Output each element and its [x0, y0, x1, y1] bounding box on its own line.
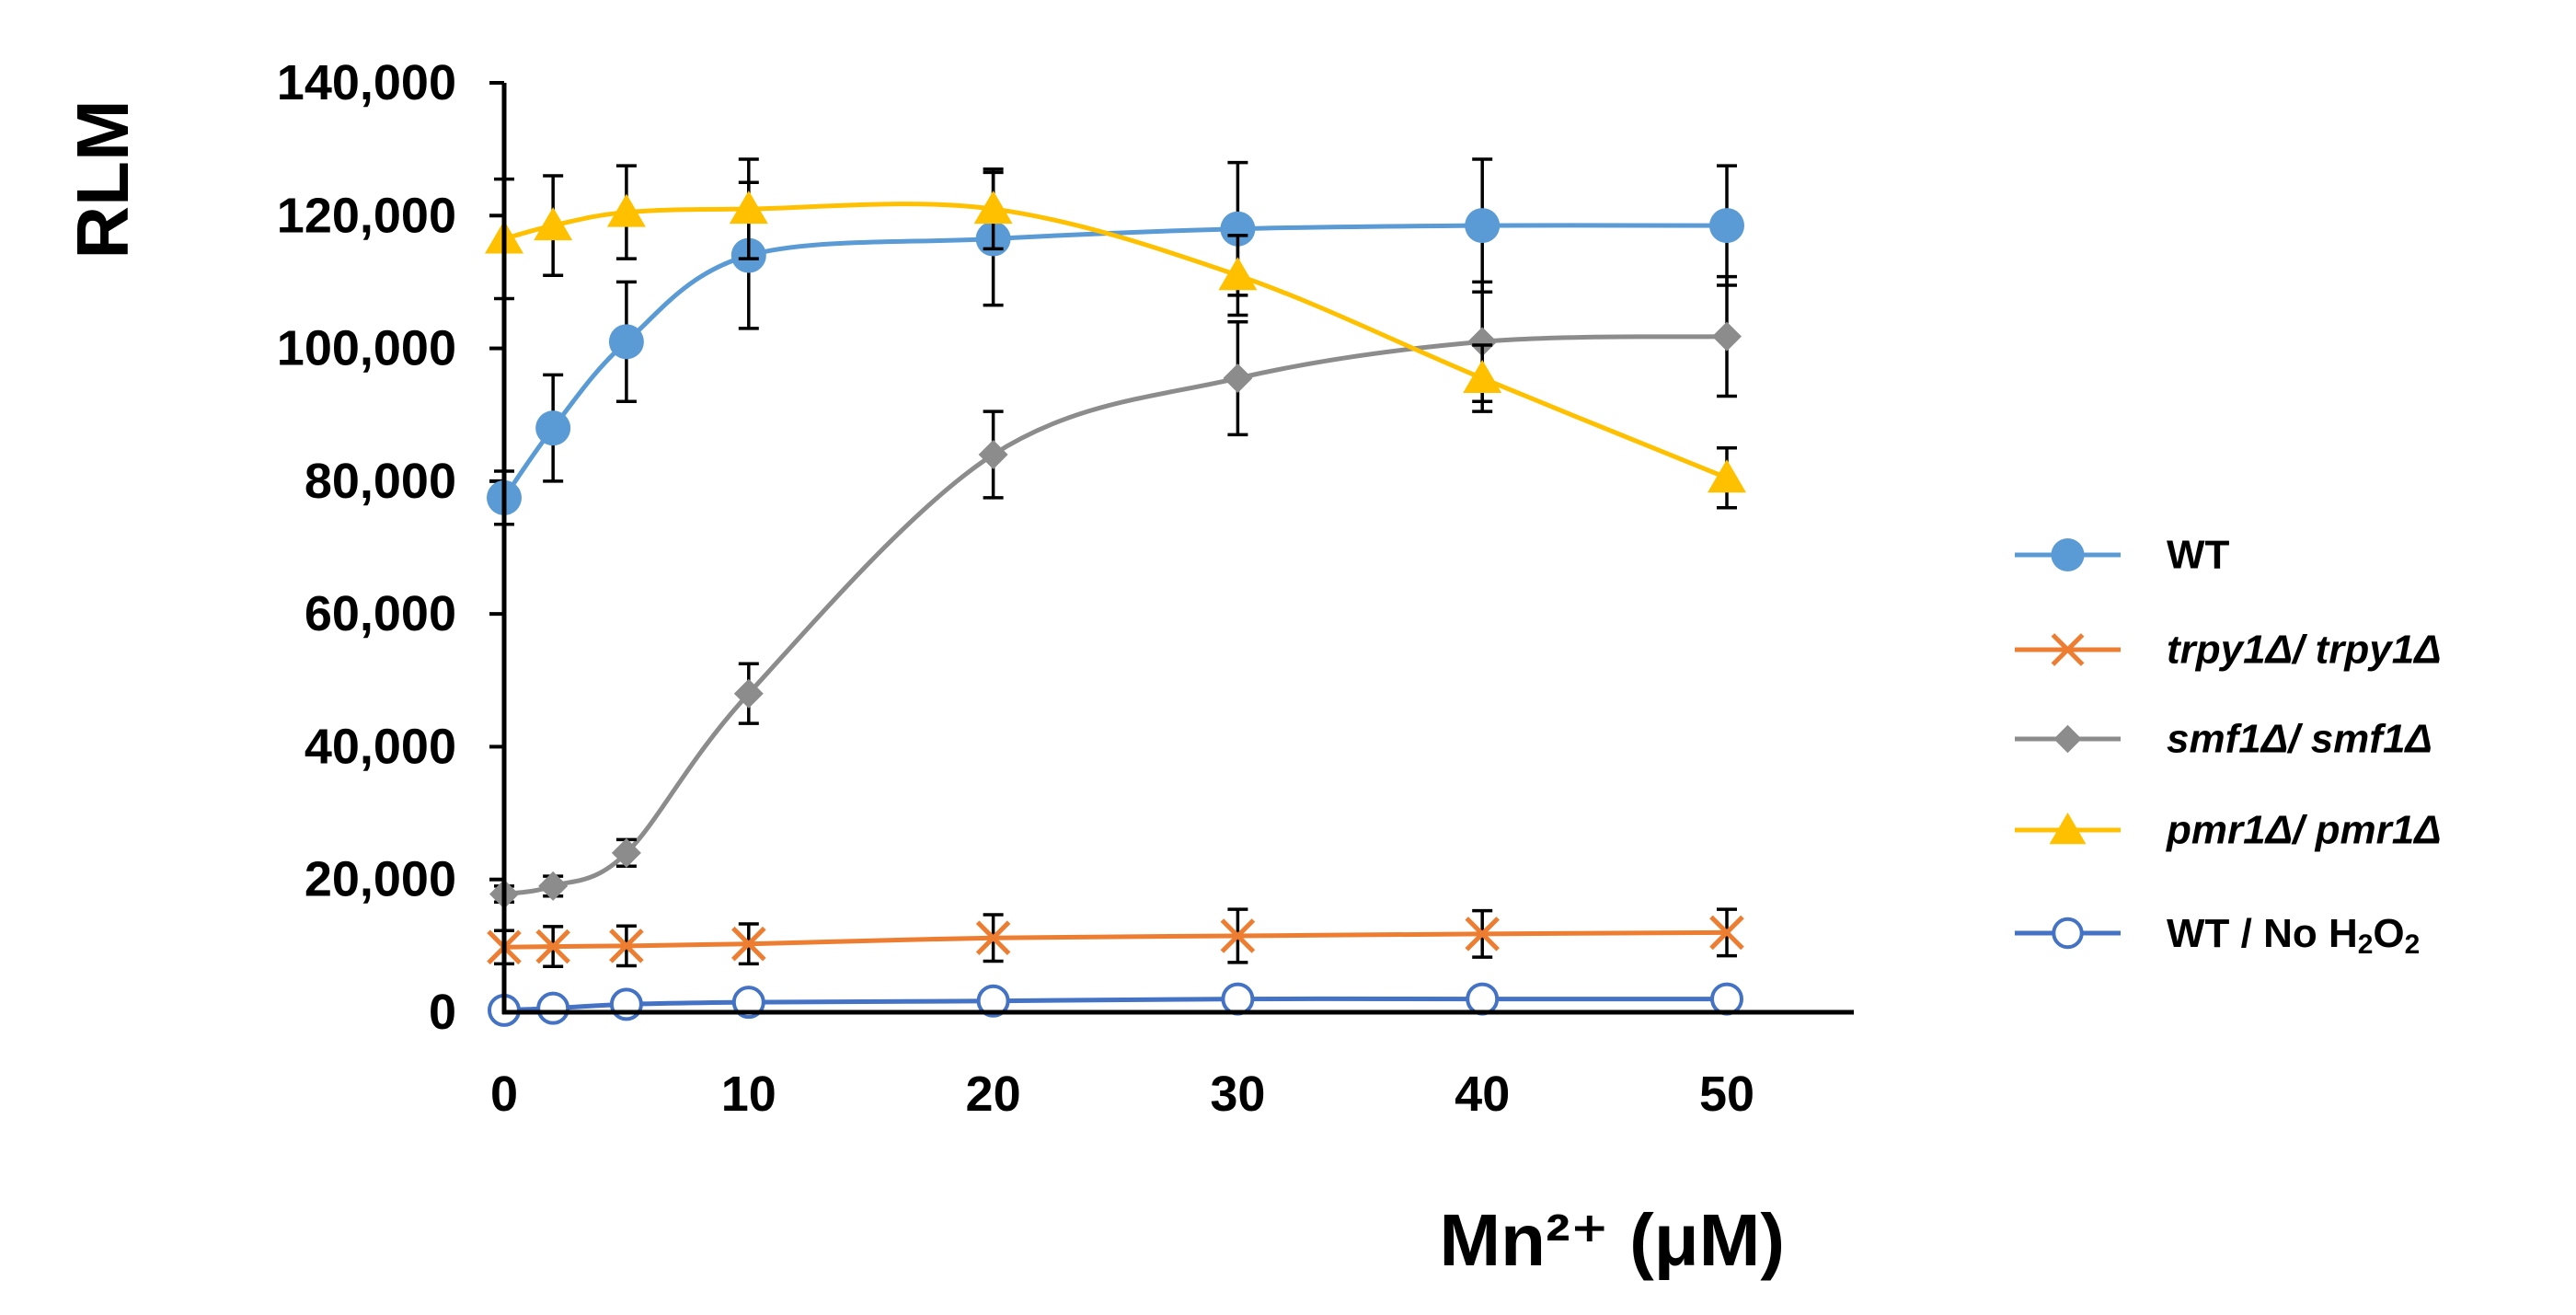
- data-point: [606, 193, 646, 227]
- data-point: [609, 929, 644, 963]
- series-2: [489, 274, 1742, 909]
- legend-entry: pmr1Δ/ pmr1Δ: [2015, 808, 2442, 853]
- series-line: [503, 334, 1728, 897]
- legend-label: trpy1Δ/ trpy1Δ: [2167, 628, 2442, 673]
- data-point: [538, 871, 569, 901]
- legend-label: WT: [2167, 533, 2230, 578]
- data-point: [1709, 208, 1744, 244]
- data-point: [1221, 982, 1255, 1016]
- legend-entry: WT: [2015, 533, 2230, 578]
- y-axis-title: RLM: [62, 99, 144, 259]
- data-point: [1712, 321, 1742, 352]
- series-1: [487, 907, 1744, 968]
- data-point: [729, 190, 768, 225]
- legend-label: pmr1Δ/ pmr1Δ: [2166, 808, 2442, 853]
- data-point: [975, 920, 1011, 955]
- x-tick-label: 50: [1699, 1067, 1754, 1122]
- axes: [501, 83, 1854, 1015]
- data-point: [1223, 363, 1253, 394]
- data-point: [976, 984, 1010, 1018]
- data-point: [536, 991, 570, 1025]
- x-tick-label: 0: [490, 1067, 518, 1122]
- x-axis-title: Mn²⁺ (μM): [1440, 1199, 1785, 1281]
- legend-marker: [2051, 537, 2085, 572]
- data-point: [1465, 917, 1500, 952]
- y-tick-label: 20,000: [305, 852, 456, 907]
- data-point: [731, 926, 766, 962]
- data-point: [1220, 918, 1256, 953]
- legend-label-subscript: 2: [2405, 929, 2421, 960]
- data-point: [731, 986, 765, 1020]
- series-line: [503, 929, 1728, 950]
- data-point: [535, 410, 571, 446]
- series-line: [503, 996, 1727, 1013]
- x-tick-label: 10: [721, 1067, 776, 1122]
- y-tick-label: 80,000: [305, 454, 456, 509]
- x-tick-label: 40: [1455, 1067, 1510, 1122]
- x-tick-label: 20: [966, 1067, 1021, 1122]
- legend-marker: [2051, 633, 2085, 666]
- y-tick-label: 140,000: [277, 55, 456, 110]
- data-point: [1467, 327, 1498, 357]
- data-point: [609, 987, 643, 1021]
- data-point: [1708, 459, 1746, 493]
- data-point: [1710, 982, 1743, 1016]
- data-point: [978, 440, 1008, 469]
- legend-entry: WT / No H2O2: [2015, 911, 2420, 960]
- y-tick-label: 120,000: [277, 188, 456, 243]
- y-tick-label: 60,000: [305, 586, 456, 641]
- legend-label-subscript: 2: [2358, 929, 2374, 960]
- y-tick-label: 40,000: [305, 719, 456, 774]
- y-tick-label: 100,000: [277, 321, 456, 376]
- y-tick-label: 0: [429, 985, 456, 1040]
- legend: WT trpy1Δ/ trpy1Δ smf1Δ/ smf1Δ pmr1Δ/ pmr1Δ…: [2015, 533, 2442, 960]
- series-3: [485, 157, 1746, 510]
- legend-entry: trpy1Δ/ trpy1Δ: [2015, 628, 2442, 673]
- data-point: [973, 190, 1013, 225]
- legend-marker: [2053, 724, 2082, 754]
- data-point: [608, 324, 644, 360]
- data-point: [1465, 208, 1501, 244]
- data-point: [1709, 915, 1744, 951]
- data-point: [534, 207, 573, 241]
- data-point: [1463, 360, 1502, 394]
- data-point: [733, 678, 764, 709]
- x-tick-label: 30: [1210, 1067, 1265, 1122]
- data-point: [1218, 257, 1258, 291]
- y-axis-ticks: 0 20,000 40,000 60,000 80,000 100,000 120,000 1…: [277, 55, 504, 1040]
- legend-label: smf1Δ/ smf1Δ: [2167, 717, 2432, 762]
- data-point: [1220, 211, 1256, 247]
- series-4: [488, 982, 1743, 1027]
- legend-label-part: O: [2373, 911, 2404, 956]
- legend-marker: [2052, 917, 2084, 950]
- series-layer: [485, 157, 1746, 1027]
- x-axis-ticks: 0 10 20 30 40 50: [490, 1067, 1754, 1122]
- legend-marker: [2049, 813, 2087, 845]
- data-point: [1466, 982, 1500, 1016]
- legend-entry: smf1Δ/ smf1Δ: [2015, 717, 2432, 762]
- legend-label: WT / No H2O2: [2167, 911, 2420, 960]
- series-0: [487, 157, 1744, 526]
- series-line: [503, 202, 1728, 480]
- data-point: [535, 929, 570, 964]
- data-point: [611, 837, 641, 868]
- legend-label-part: WT / No H: [2167, 911, 2358, 956]
- series-line: [501, 223, 1728, 500]
